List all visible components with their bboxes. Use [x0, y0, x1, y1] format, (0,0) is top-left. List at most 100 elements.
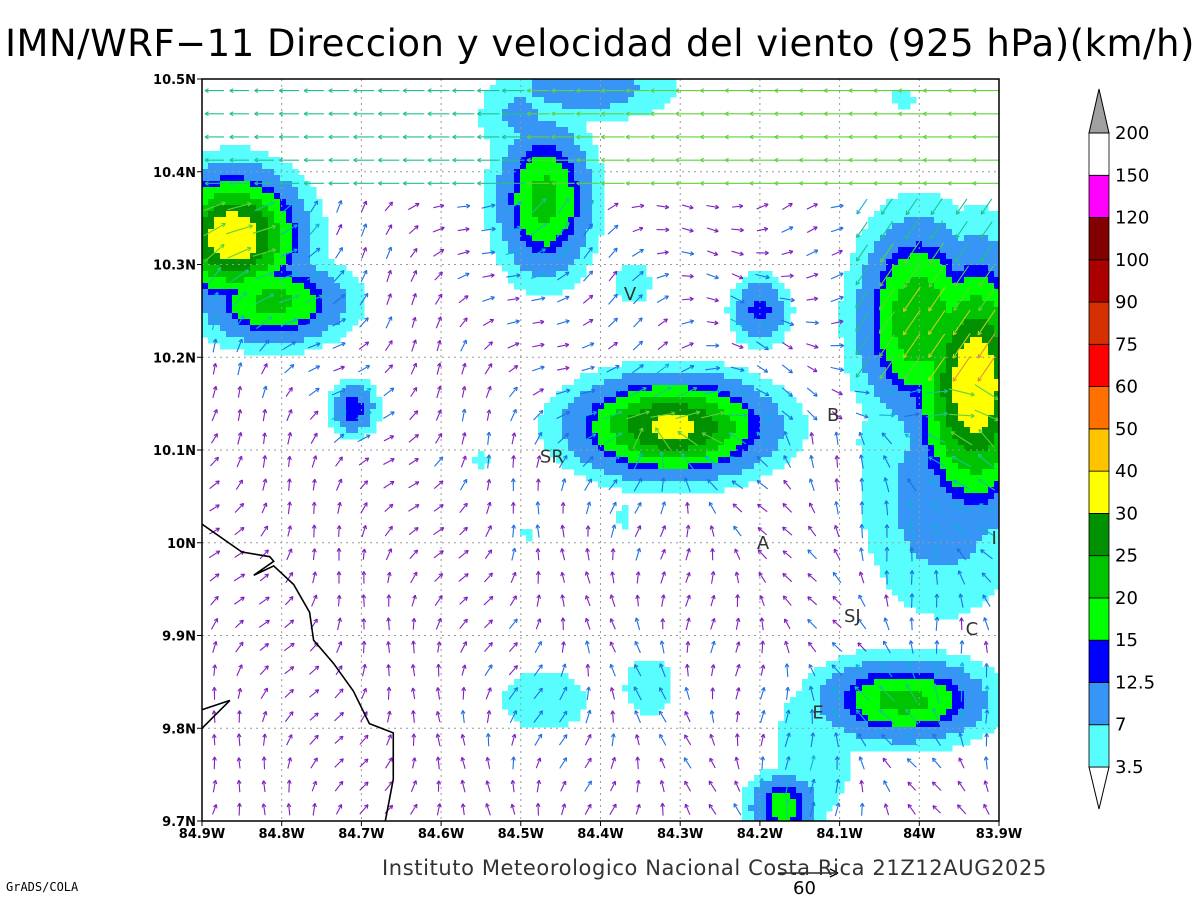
speed-cell [562, 145, 569, 152]
speed-cell [964, 541, 971, 548]
speed-cell [910, 727, 917, 734]
speed-cell [868, 439, 875, 446]
speed-cell [922, 541, 929, 548]
speed-cell [802, 415, 809, 422]
speed-cell [892, 385, 899, 392]
speed-cell [856, 649, 863, 656]
speed-cell [790, 445, 797, 452]
speed-cell [928, 295, 935, 302]
speed-cell [340, 325, 347, 332]
speed-cell [970, 523, 977, 530]
speed-cell [568, 259, 575, 266]
speed-cell [304, 247, 311, 254]
speed-cell [880, 517, 887, 524]
speed-cell [850, 733, 857, 740]
speed-cell [328, 403, 335, 410]
speed-cell [856, 319, 863, 326]
speed-cell [814, 733, 821, 740]
speed-cell [736, 481, 743, 488]
speed-cell [964, 475, 971, 482]
speed-cell [622, 457, 629, 464]
speed-cell [574, 109, 581, 116]
speed-cell [958, 475, 965, 482]
speed-cell [880, 505, 887, 512]
speed-cell [832, 703, 839, 710]
speed-cell [322, 229, 329, 236]
speed-cell [868, 391, 875, 398]
speed-cell [886, 385, 893, 392]
speed-cell [934, 607, 941, 614]
speed-cell [574, 259, 581, 266]
speed-cell [220, 187, 227, 194]
speed-cell [904, 691, 911, 698]
speed-cell [820, 703, 827, 710]
speed-cell [586, 439, 593, 446]
speed-cell [904, 553, 911, 560]
speed-cell [844, 325, 851, 332]
speed-cell [808, 679, 815, 686]
speed-cell [556, 673, 563, 680]
speed-cell [958, 469, 965, 476]
speed-cell [628, 391, 635, 398]
speed-cell [976, 733, 983, 740]
speed-cell [772, 769, 779, 776]
speed-cell [280, 187, 287, 194]
speed-cell [874, 721, 881, 728]
speed-cell [718, 397, 725, 404]
speed-cell [514, 205, 521, 212]
speed-cell [916, 661, 923, 668]
speed-cell [874, 457, 881, 464]
speed-cell [484, 193, 491, 200]
speed-cell [268, 331, 275, 338]
speed-cell [616, 103, 623, 110]
speed-cell [982, 547, 989, 554]
speed-cell [892, 391, 899, 398]
speed-cell [922, 223, 929, 230]
speed-cell [754, 469, 761, 476]
speed-cell [592, 463, 599, 470]
speed-cell [898, 661, 905, 668]
speed-cell [916, 715, 923, 722]
speed-cell [898, 235, 905, 242]
speed-cell [718, 463, 725, 470]
speed-cell [970, 433, 977, 440]
speed-cell [898, 547, 905, 554]
speed-cell [868, 547, 875, 554]
speed-cell [640, 103, 647, 110]
speed-cell [970, 253, 977, 260]
speed-cell [538, 163, 545, 170]
wind-vector [261, 780, 267, 792]
speed-cell [940, 337, 947, 344]
speed-cell [760, 379, 767, 386]
speed-cell [994, 241, 999, 248]
speed-cell [544, 709, 551, 716]
speed-cell [898, 421, 905, 428]
speed-cell [622, 373, 629, 380]
speed-cell [574, 247, 581, 254]
speed-cell [640, 373, 647, 380]
speed-cell [754, 331, 761, 338]
speed-cell [640, 277, 647, 284]
speed-cell [994, 577, 999, 584]
speed-cell [592, 91, 599, 98]
speed-cell [754, 397, 761, 404]
speed-cell [796, 787, 803, 794]
speed-cell [772, 433, 779, 440]
speed-cell [640, 679, 647, 686]
speed-cell [208, 193, 215, 200]
speed-cell [226, 223, 233, 230]
speed-cell [562, 205, 569, 212]
speed-cell [298, 283, 305, 290]
speed-cell [730, 367, 737, 374]
speed-cell [898, 367, 905, 374]
speed-cell [976, 499, 983, 506]
speed-cell [784, 793, 791, 800]
speed-cell [346, 421, 353, 428]
speed-cell [964, 601, 971, 608]
speed-cell [304, 271, 311, 278]
speed-cell [280, 289, 287, 296]
speed-cell [490, 127, 497, 134]
speed-cell [544, 679, 551, 686]
speed-cell [634, 79, 641, 86]
speed-cell [994, 289, 999, 296]
